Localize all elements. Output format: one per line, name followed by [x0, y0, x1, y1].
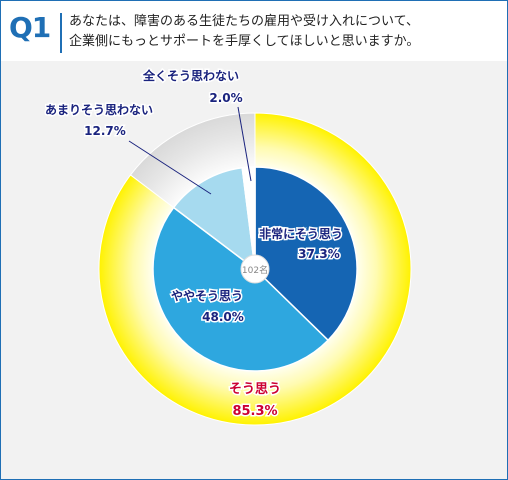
question-line-1: あなたは、障害のある生徒たちの雇用や受け入れについて、	[69, 14, 419, 29]
question-header: Q1 あなたは、障害のある生徒たちの雇用や受け入れについて、 企業側にもっとサポ…	[1, 1, 507, 61]
question-line-2: 企業側にもっとサポートを手厚くしてほしいと思いますか。	[69, 34, 420, 49]
value-agree: 85.3%	[232, 404, 277, 419]
outer-slice-agree	[98, 112, 412, 426]
label-agree: そう思う	[229, 382, 281, 397]
label-somewhat-agree: ややそう思う	[171, 289, 243, 303]
leader-line-not-at-all	[237, 106, 252, 182]
question-text: あなたは、障害のある生徒たちの雇用や受け入れについて、 企業側にもっとサポートを…	[69, 12, 499, 52]
inner-slice-3	[172, 166, 256, 271]
value-not-at-all: 2.0%	[209, 91, 242, 105]
value-not-much: 12.7%	[84, 124, 126, 138]
question-divider	[60, 13, 62, 53]
label-very-agree: 非常にそう思う	[259, 226, 343, 241]
label-not-much: あまりそう思わない	[45, 103, 153, 117]
inner-slice-1	[254, 166, 358, 342]
value-somewhat-agree: 48.0%	[202, 310, 244, 324]
inner-slice-2	[152, 206, 330, 372]
value-very-agree: 37.3%	[298, 247, 340, 261]
question-number: Q1	[9, 11, 51, 44]
center-count-label: 102名	[242, 264, 268, 276]
leader-line-not-much	[128, 140, 212, 195]
center-hole	[240, 254, 270, 284]
label-not-at-all: 全くそう思わない	[142, 68, 239, 83]
